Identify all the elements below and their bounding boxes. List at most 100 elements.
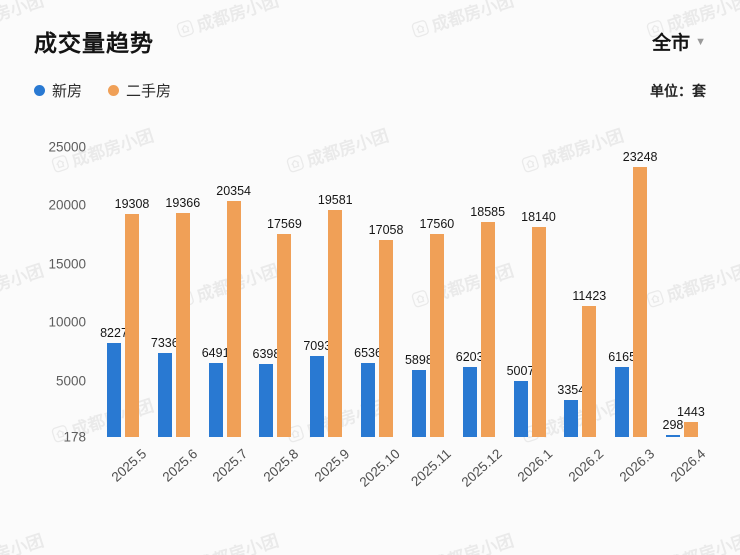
chart-legend: 新房 二手房 xyxy=(34,80,171,101)
chart-area: 178 5000 10000 15000 20000 25000 8227 19308 2025… xyxy=(48,140,710,490)
bar-二手房: 17569 xyxy=(267,217,302,437)
chart-header: 成交量趋势 全市 ▼ xyxy=(0,0,740,58)
bar-二手房: 19308 xyxy=(115,197,149,437)
newhome-dot-icon xyxy=(34,85,45,96)
bar-group: 6203 18585 2025.12 xyxy=(456,147,505,490)
region-selector[interactable]: 全市 ▼ xyxy=(652,28,706,55)
unit-label: 单位：套 xyxy=(650,82,706,99)
bar-group: 5007 18140 2026.1 xyxy=(507,147,556,485)
legend-row: 新房 二手房 单位：套 xyxy=(0,80,740,101)
bar-二手房: 18585 xyxy=(470,205,505,437)
bar-value-label: 6203 xyxy=(455,349,484,364)
house-logo-icon xyxy=(51,154,69,172)
bar-新房: 5007 xyxy=(507,364,534,437)
bar-value-label: 17569 xyxy=(267,216,302,231)
y-axis-tick-label: 10000 xyxy=(48,314,86,330)
bar-group: 3354 11423 2026.2 xyxy=(557,147,606,485)
bar-group: 8227 19308 2025.5 xyxy=(100,147,149,485)
bar-二手房: 17058 xyxy=(369,223,403,437)
bar-value-label: 18140 xyxy=(521,210,556,225)
bar-新房: 6203 xyxy=(456,350,484,437)
bar-value-label: 17058 xyxy=(368,222,404,237)
y-axis-tick-label: 25000 xyxy=(48,139,86,155)
bar-value-label: 19581 xyxy=(317,193,353,208)
x-axis-tick-label: 2025.10 xyxy=(356,446,404,490)
bar-group: 7093 19581 2025.9 xyxy=(303,147,353,484)
bar-二手房: 17560 xyxy=(419,217,454,437)
x-axis-tick-label: 2025.8 xyxy=(260,446,302,485)
bar-group: 7336 19366 2025.6 xyxy=(151,147,200,485)
bar-value-label: 19366 xyxy=(165,195,201,210)
bar-group: 6398 17569 2025.8 xyxy=(253,147,302,485)
y-axis-tick-label: 15000 xyxy=(48,256,86,272)
bar-group: 6491 20354 2025.7 xyxy=(202,147,251,484)
bar-value-label: 20354 xyxy=(216,184,252,199)
bar-二手房: 20354 xyxy=(216,184,251,437)
x-axis-tick-label: 2026.2 xyxy=(565,446,607,485)
bar-value-label: 3354 xyxy=(557,382,586,397)
bar-二手房: 1443 xyxy=(677,405,705,437)
x-axis-tick-label: 2025.5 xyxy=(108,446,150,485)
x-axis-tick-label: 2025.11 xyxy=(408,446,454,490)
bar-新房: 8227 xyxy=(100,326,128,437)
bar-value-label: 1443 xyxy=(677,405,705,420)
bar-group: 298 1443 2026.4 xyxy=(663,147,708,485)
bar-value-label: 5007 xyxy=(506,363,535,378)
bar-二手房: 19366 xyxy=(165,196,200,437)
bar-value-label: 6536 xyxy=(354,345,382,360)
x-axis-tick-label: 2025.6 xyxy=(159,446,200,485)
bar-value-label: 11423 xyxy=(572,288,607,303)
bar-value-label: 18585 xyxy=(470,204,506,219)
watermark: 成都房小团 xyxy=(664,531,740,555)
legend-label: 新房 xyxy=(52,83,83,100)
bar-value-label: 7336 xyxy=(150,336,179,351)
watermark: 成都房小团 xyxy=(429,531,516,555)
x-axis-tick-label: 2026.1 xyxy=(514,446,556,485)
bar-value-label: 5898 xyxy=(404,353,433,368)
y-axis-tick-label: 5000 xyxy=(55,373,86,389)
x-axis-tick-label: 2026.3 xyxy=(616,446,658,485)
watermark: 成都房小团 xyxy=(0,261,46,306)
bar-group: 6165 23248 2026.3 xyxy=(608,147,658,484)
chevron-down-icon: ▼ xyxy=(695,36,706,48)
legend-item-secondhand[interactable]: 二手房 xyxy=(108,80,171,101)
region-selector-label: 全市 xyxy=(652,32,691,54)
legend-item-newhome[interactable]: 新房 xyxy=(34,80,82,101)
bar-新房: 6491 xyxy=(202,346,230,437)
y-axis-tick-label: 20000 xyxy=(48,197,86,213)
legend-label: 二手房 xyxy=(126,83,172,100)
bar-group: 6536 17058 2025.10 xyxy=(354,147,403,490)
x-axis-tick-label: 2025.7 xyxy=(209,446,251,485)
x-axis-tick-label: 2026.4 xyxy=(667,446,708,485)
bar-新房: 3354 xyxy=(557,383,585,437)
secondhand-dot-icon xyxy=(108,85,120,96)
bar-新房: 7093 xyxy=(303,339,331,437)
bar-新房: 7336 xyxy=(151,336,179,437)
x-axis-tick-label: 2025.9 xyxy=(311,446,353,485)
page-title: 成交量趋势 xyxy=(34,30,154,56)
bar-新房: 5898 xyxy=(405,353,433,437)
bar-value-label: 298 xyxy=(662,418,684,432)
bar-二手房: 18140 xyxy=(521,210,556,437)
bar-新房: 298 xyxy=(663,418,683,437)
bar-value-label: 7093 xyxy=(303,339,332,354)
bar-二手房: 23248 xyxy=(623,150,658,437)
bar-二手房: 19581 xyxy=(318,193,353,437)
bar-value-label: 23248 xyxy=(622,150,658,165)
bar-value-label: 6491 xyxy=(201,346,230,361)
bar-value-label: 6165 xyxy=(608,350,637,365)
bar-新房: 6398 xyxy=(253,347,280,437)
plot-area: 178 5000 10000 15000 20000 25000 8227 19308 2025… xyxy=(48,140,710,490)
bar-value-label: 17560 xyxy=(419,216,455,231)
bar-value-label: 8227 xyxy=(100,325,128,340)
bar-value-label: 19308 xyxy=(114,196,150,211)
bar-新房: 6165 xyxy=(608,350,636,437)
watermark: 成都房小团 xyxy=(0,531,46,555)
bar-新房: 6536 xyxy=(354,346,382,437)
y-axis-tick-label: 178 xyxy=(63,429,86,445)
watermark: 成都房小团 xyxy=(194,531,281,555)
bar-group: 5898 17560 2025.11 xyxy=(405,147,454,489)
bar-value-label: 6398 xyxy=(252,347,281,362)
bar-二手房: 11423 xyxy=(572,289,606,437)
